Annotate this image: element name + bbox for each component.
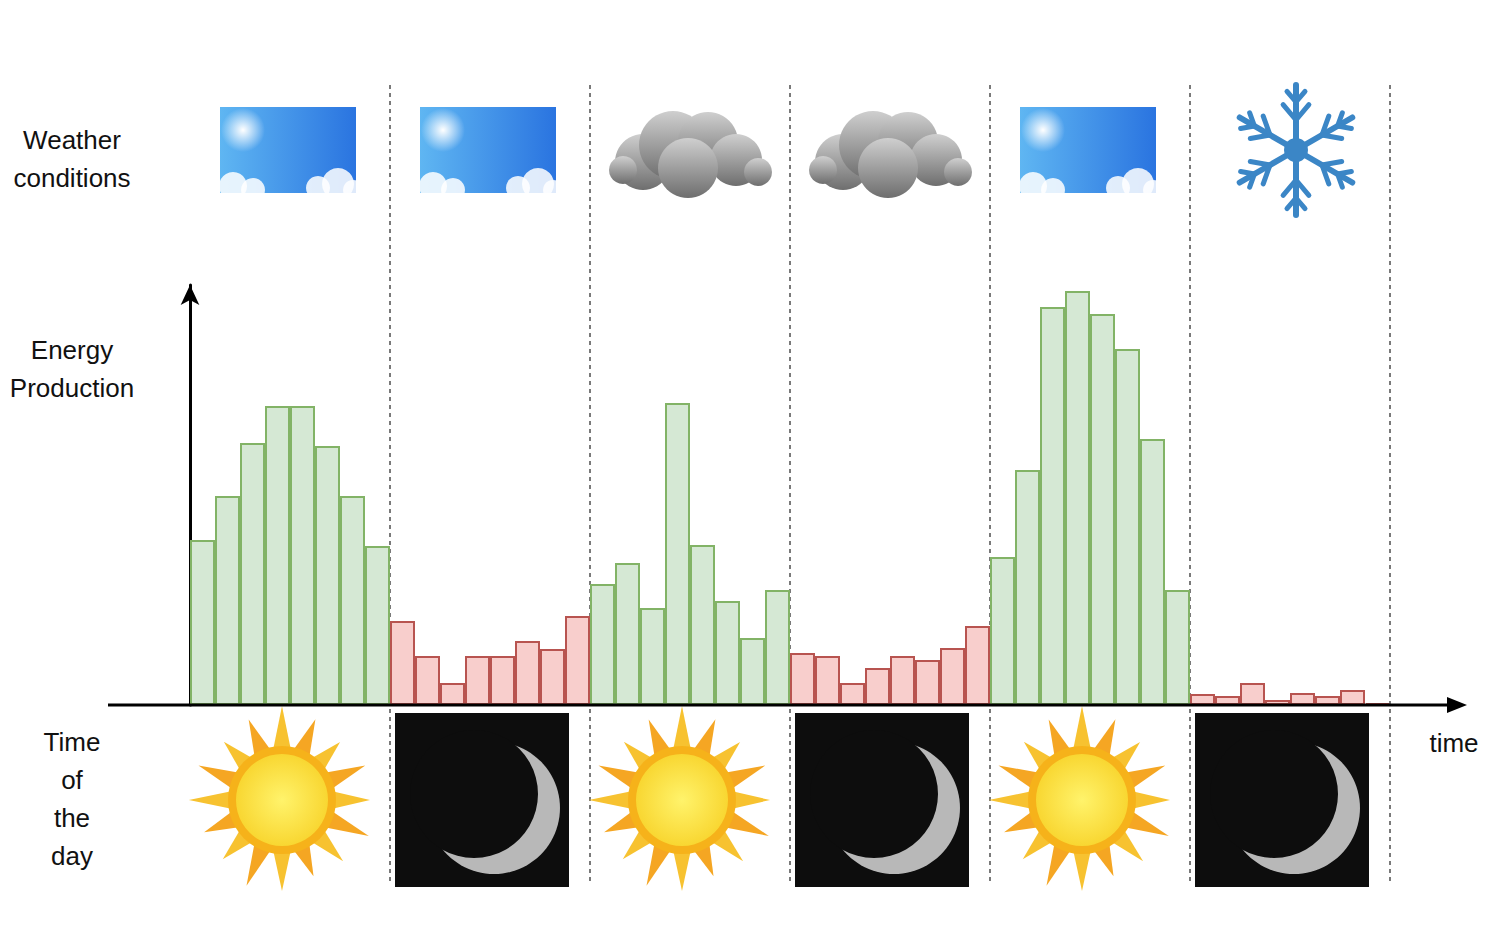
svg-text:Time: Time <box>44 727 101 757</box>
svg-text:conditions: conditions <box>13 163 130 193</box>
svg-text:Energy: Energy <box>31 335 113 365</box>
svg-text:day: day <box>51 841 93 871</box>
svg-text:Weather: Weather <box>23 125 121 155</box>
svg-text:of: of <box>61 765 83 795</box>
svg-text:the: the <box>54 803 90 833</box>
svg-text:time: time <box>1429 728 1478 758</box>
svg-text:Production: Production <box>10 373 134 403</box>
